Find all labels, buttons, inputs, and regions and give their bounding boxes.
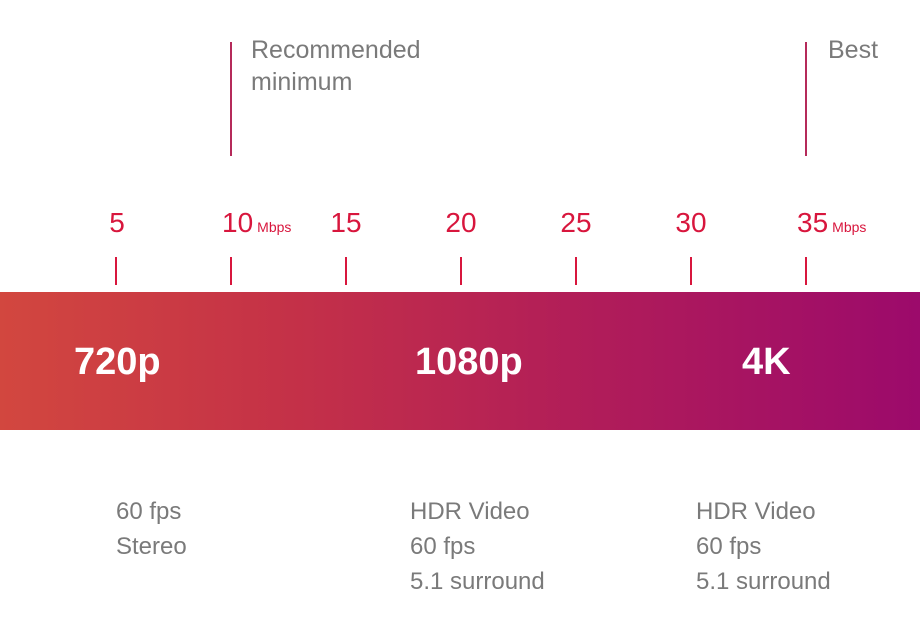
bitrate-bar — [0, 292, 920, 430]
features-4k: HDR Video 60 fps 5.1 surround — [696, 494, 831, 599]
recommended-minimum-label: Recommended minimum — [251, 34, 421, 98]
tick-mark-5 — [115, 257, 117, 285]
recommended-minimum-label-line-2: minimum — [251, 68, 353, 96]
tick-mark-25 — [575, 257, 577, 285]
tick-label-35: 35 Mbps — [797, 207, 866, 239]
tick-label-5: 5 — [97, 207, 137, 239]
resolution-4k: 4K — [742, 341, 791, 383]
tick-label-10: 10 Mbps — [222, 207, 291, 239]
tick-label-20: 20 — [441, 207, 481, 239]
feature-item: HDR Video — [696, 498, 816, 525]
tick-value: 30 — [675, 207, 707, 238]
resolution-720p: 720p — [74, 341, 161, 383]
best-label-line-1: Best — [828, 36, 879, 64]
resolution-1080p: 1080p — [415, 341, 523, 383]
tick-label-30: 30 — [671, 207, 711, 239]
feature-item: 60 fps — [116, 498, 182, 525]
features-720p: 60 fps Stereo — [116, 494, 187, 564]
tick-mark-15 — [345, 257, 347, 285]
tick-label-15: 15 — [326, 207, 366, 239]
tick-unit: Mbps — [832, 219, 867, 235]
best-label: Best — [828, 34, 878, 66]
tick-mark-35 — [805, 257, 807, 285]
tick-mark-10 — [230, 257, 232, 285]
feature-item: Stereo — [116, 533, 187, 560]
tick-value: 20 — [445, 207, 477, 238]
feature-item: HDR Video — [410, 498, 530, 525]
tick-value: 10 — [222, 207, 254, 238]
tick-mark-20 — [460, 257, 462, 285]
tick-label-25: 25 — [556, 207, 596, 239]
tick-unit: Mbps — [257, 219, 292, 235]
recommended-minimum-line — [230, 42, 232, 156]
feature-item: 60 fps — [696, 533, 762, 560]
tick-value: 25 — [560, 207, 592, 238]
feature-item: 5.1 surround — [410, 568, 545, 595]
features-1080p: HDR Video 60 fps 5.1 surround — [410, 494, 545, 599]
feature-item: 5.1 surround — [696, 568, 831, 595]
tick-mark-30 — [690, 257, 692, 285]
tick-value: 35 — [797, 207, 829, 238]
feature-item: 60 fps — [410, 533, 476, 560]
best-line — [805, 42, 807, 156]
tick-value: 15 — [330, 207, 362, 238]
recommended-minimum-label-line-1: Recommended — [251, 36, 421, 64]
tick-value: 5 — [109, 207, 125, 238]
